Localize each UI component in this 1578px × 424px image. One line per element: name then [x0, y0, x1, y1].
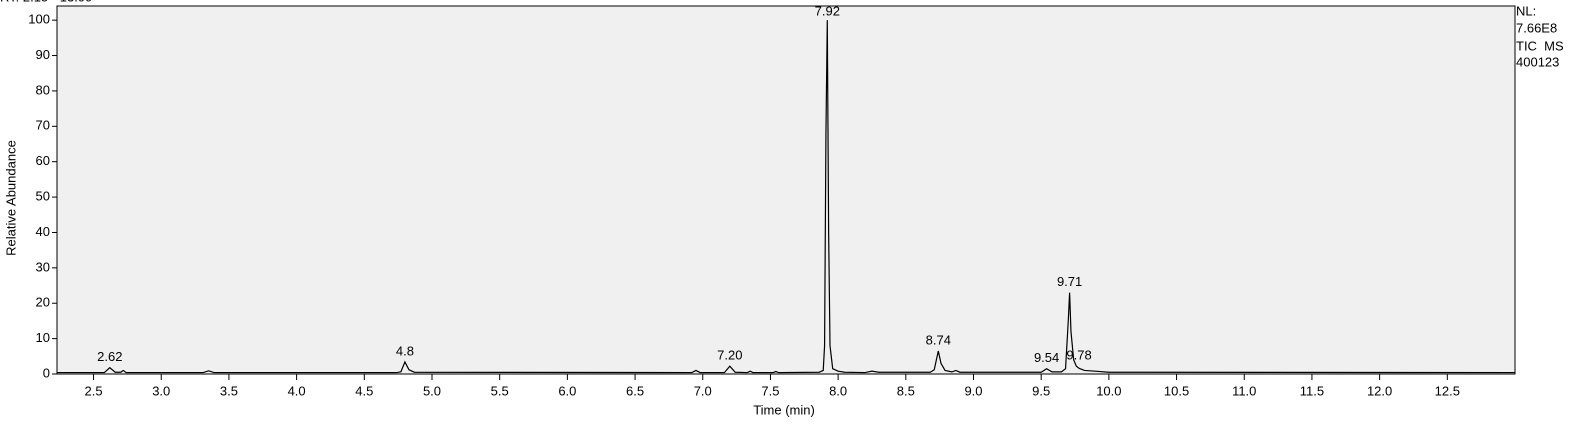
y-tick-label: 50 — [36, 189, 50, 204]
x-tick-label: 8.0 — [829, 383, 847, 398]
x-tick-label: 10.5 — [1164, 383, 1189, 398]
x-tick-label: 5.0 — [423, 383, 441, 398]
x-tick-label: 11.5 — [1300, 383, 1324, 398]
peak-label: 9.78 — [1066, 348, 1091, 363]
x-tick-label: 8.5 — [897, 383, 915, 398]
y-axis-label: Relative Abundance — [3, 140, 18, 256]
x-tick-label: 9.5 — [1032, 383, 1050, 398]
y-tick-label: 80 — [36, 82, 50, 97]
x-tick-label: 4.5 — [355, 383, 373, 398]
x-tick-label: 7.0 — [694, 383, 712, 398]
x-tick-label: 4.0 — [288, 383, 306, 398]
x-tick-label: 5.5 — [491, 383, 509, 398]
x-tick-label: 7.5 — [761, 383, 779, 398]
y-tick-label: 70 — [36, 118, 50, 133]
info-text: TIC MS — [1516, 38, 1564, 53]
subtitle: RT: 2.15 - 13.00 — [0, 0, 92, 4]
peak-label: 8.74 — [926, 332, 951, 347]
x-tick-label: 6.5 — [626, 383, 644, 398]
y-tick-label: 0 — [43, 365, 50, 380]
x-tick-label: 2.5 — [85, 383, 103, 398]
peak-label: 4.8 — [396, 343, 414, 358]
y-tick-label: 30 — [36, 259, 50, 274]
y-tick-label: 10 — [36, 330, 50, 345]
x-tick-label: 11.0 — [1232, 383, 1256, 398]
y-tick-label: 20 — [36, 295, 50, 310]
info-text: NL: — [1516, 3, 1536, 18]
x-tick-label: 6.0 — [558, 383, 576, 398]
peak-label: 2.62 — [97, 349, 122, 364]
y-tick-label: 60 — [36, 153, 50, 168]
x-tick-label: 12.0 — [1367, 383, 1392, 398]
x-axis-label: Time (min) — [753, 402, 815, 417]
peak-label: 7.20 — [717, 348, 742, 363]
info-text: 400123 — [1516, 54, 1559, 69]
peak-label: 9.54 — [1034, 350, 1059, 365]
plot-area — [56, 5, 1516, 375]
y-tick-label: 90 — [36, 47, 50, 62]
x-tick-label: 3.0 — [152, 383, 170, 398]
info-text: 7.66E8 — [1516, 20, 1557, 35]
x-tick-label: 10.0 — [1096, 383, 1121, 398]
x-tick-label: 3.5 — [220, 383, 238, 398]
y-tick-label: 40 — [36, 224, 50, 239]
x-tick-label: 9.0 — [964, 383, 982, 398]
trace — [57, 20, 1516, 374]
x-tick-label: 12.5 — [1435, 383, 1460, 398]
y-tick-label: 100 — [28, 12, 50, 27]
peak-label: 7.92 — [815, 3, 840, 18]
peak-label: 9.71 — [1057, 274, 1082, 289]
